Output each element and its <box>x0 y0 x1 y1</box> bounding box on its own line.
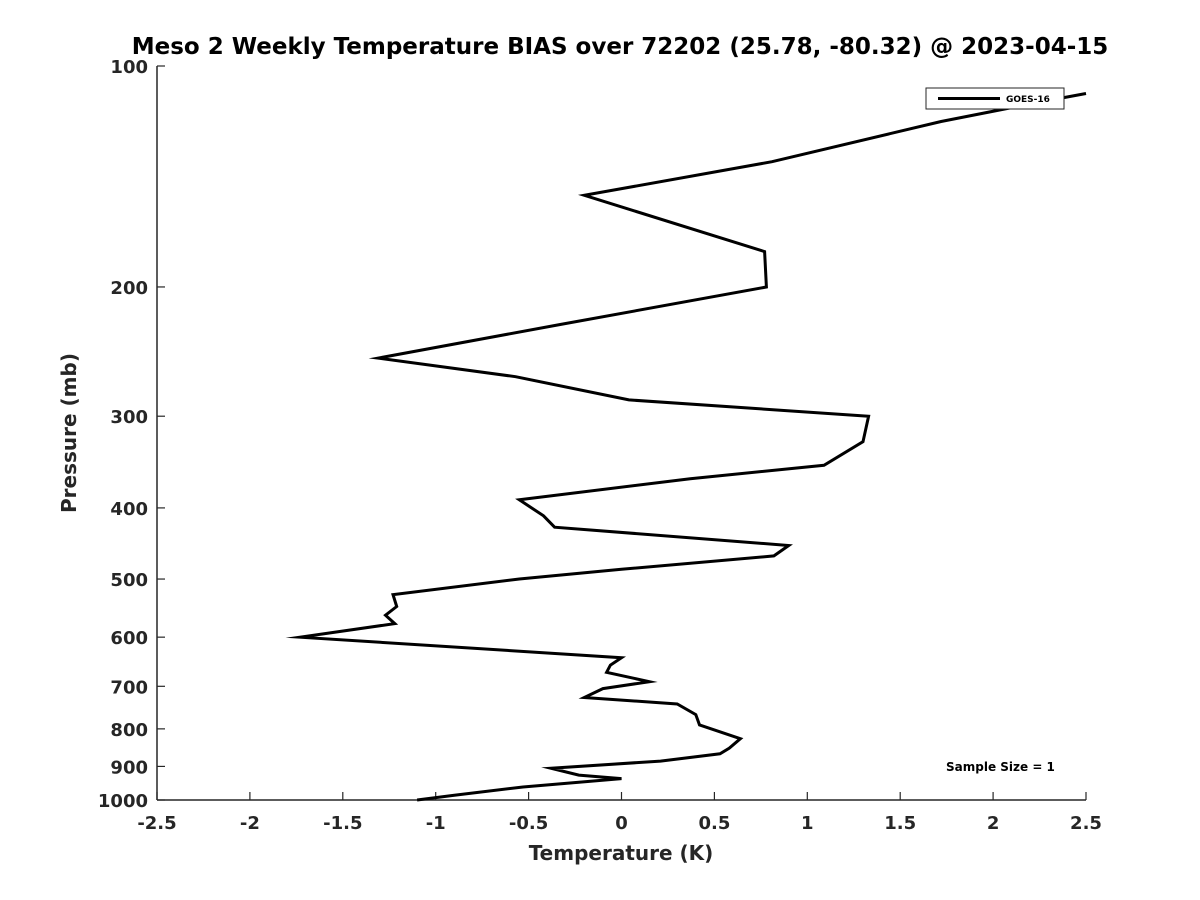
y-tick-label: 600 <box>110 628 148 649</box>
sample-size-annotation: Sample Size = 1 <box>946 760 1055 774</box>
x-tick-label: -1.5 <box>323 813 362 834</box>
x-tick-label: -0.5 <box>509 813 548 834</box>
y-tick-label: 500 <box>110 570 148 591</box>
x-tick-label: 2 <box>987 813 1000 834</box>
legend: GOES-16 <box>925 87 1065 110</box>
y-ticks: 100 200 300 400 500 600 700 800 900 1000 <box>98 57 165 812</box>
x-axis-label: Temperature (K) <box>529 841 714 865</box>
x-tick-label: -2 <box>240 813 260 834</box>
x-tick-label: 0.5 <box>698 813 730 834</box>
x-tick-label: 0 <box>615 813 628 834</box>
x-tick-label: 2.5 <box>1070 813 1102 834</box>
x-ticks: -2.5 -2 -1.5 -1 -0.5 0 0.5 1 1.5 2 2.5 <box>137 792 1102 834</box>
x-tick-label: 1 <box>801 813 814 834</box>
y-tick-label: 800 <box>110 720 148 741</box>
x-tick-label: -1 <box>426 813 446 834</box>
y-tick-label: 200 <box>110 278 148 299</box>
x-tick-label: -2.5 <box>137 813 176 834</box>
y-tick-label: 400 <box>110 499 148 520</box>
series-line-goes-16 <box>285 92 1087 802</box>
y-tick-label: 1000 <box>98 791 148 812</box>
chart-title: Meso 2 Weekly Temperature BIAS over 7220… <box>132 34 1109 60</box>
y-tick-label: 700 <box>110 677 148 698</box>
legend-label-goes-16: GOES-16 <box>1006 95 1050 105</box>
series-layer <box>285 92 1087 802</box>
y-axis-label: Pressure (mb) <box>57 353 81 513</box>
y-tick-label: 900 <box>110 757 148 778</box>
y-tick-label: 300 <box>110 407 148 428</box>
y-tick-label: 100 <box>110 57 148 78</box>
x-tick-label: 1.5 <box>884 813 916 834</box>
